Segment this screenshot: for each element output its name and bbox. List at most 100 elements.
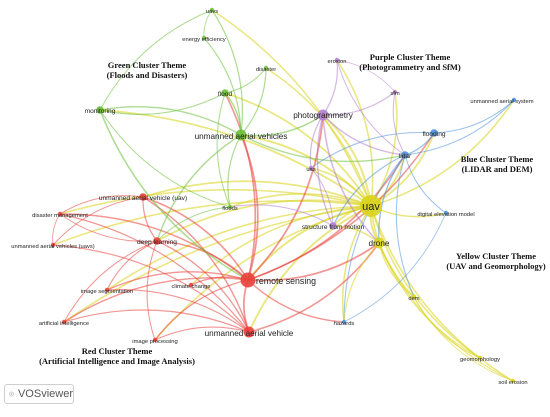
node-label-unmanned-aerial-system: unmanned aerial system — [470, 99, 533, 105]
node-flood[interactable] — [221, 89, 229, 97]
network-link — [310, 167, 334, 227]
network-link — [265, 67, 372, 207]
node-drone[interactable] — [373, 237, 385, 249]
node-label-energy-efficiency: energy efficiency — [182, 37, 225, 43]
network-link — [343, 242, 380, 323]
node-floods[interactable] — [227, 204, 233, 210]
network-link — [63, 309, 250, 333]
red-theme-caption: Red Cluster Theme (Artificial Intelligen… — [39, 346, 195, 366]
purple-theme-caption: Purple Cluster Theme (Photogrammetry and… — [359, 52, 461, 72]
green-theme-subtitle: (Floods and Disasters) — [107, 70, 188, 80]
yellow-theme-caption: Yellow Cluster Theme (UAV and Geomorphol… — [446, 251, 546, 271]
node-unmanned-aerial-vehicles[interactable] — [235, 129, 247, 141]
purple-theme-title: Purple Cluster Theme — [370, 52, 451, 62]
node-lidar[interactable] — [401, 151, 409, 159]
network-link — [106, 205, 372, 291]
node-deep-learning[interactable] — [153, 237, 161, 245]
node-structure-from-motion[interactable] — [329, 222, 337, 230]
node-label-disaster: disaster — [256, 67, 276, 73]
node-label-climate-change: climate change — [172, 284, 211, 290]
network-link — [203, 37, 242, 136]
network-link — [106, 288, 250, 333]
network-link — [378, 154, 406, 244]
node-energy-efficiency[interactable] — [201, 35, 207, 41]
network-link — [142, 196, 249, 281]
node-hazards[interactable] — [341, 319, 347, 325]
network-link — [106, 240, 158, 291]
network-link — [224, 92, 257, 281]
node-image-processing[interactable] — [152, 337, 158, 343]
network-link — [63, 240, 158, 323]
node-label-monitoring: monitoring — [85, 108, 116, 115]
node-sfm[interactable] — [392, 89, 398, 95]
network-link — [59, 189, 372, 215]
node-unmanned-aerial-vehicle-uav[interactable] — [139, 193, 147, 201]
network-link — [99, 106, 242, 136]
network-link — [378, 242, 415, 298]
red-theme-subtitle: (Artificial Intelligence and Image Analy… — [39, 356, 195, 366]
node-remote-sensing[interactable] — [240, 272, 256, 288]
network-link — [52, 200, 372, 246]
node-unmanned-aerial-vehicle[interactable] — [243, 326, 255, 338]
node-unmanned-aerial-vehicles-uavs[interactable] — [50, 242, 56, 248]
node-label-image-segmentation: image segmentation — [81, 289, 133, 295]
node-image-segmentation[interactable] — [104, 287, 110, 293]
node-uas[interactable] — [308, 165, 314, 171]
node-label-uav: uav — [362, 201, 380, 213]
network-link — [395, 154, 415, 298]
blue-theme-subtitle: (LIDAR and DEM) — [462, 164, 533, 174]
network-link — [99, 9, 213, 111]
node-label-uas: uas — [306, 167, 315, 173]
node-soil-erosion[interactable] — [510, 378, 516, 384]
network-link — [156, 134, 242, 242]
network-link — [59, 213, 158, 242]
node-flooding[interactable] — [430, 129, 438, 137]
network-link — [247, 154, 406, 281]
node-climate-change[interactable] — [188, 282, 194, 288]
node-photogrammetry[interactable] — [317, 109, 329, 121]
node-disaster-management[interactable] — [57, 211, 63, 217]
network-link — [211, 9, 372, 207]
node-disaster[interactable] — [263, 65, 269, 71]
node-geomorphology[interactable] — [477, 355, 483, 361]
network-link — [52, 196, 144, 246]
network-link — [370, 205, 415, 298]
network-link — [322, 59, 339, 116]
node-label-hazards: hazards — [334, 321, 355, 327]
node-artificial-intelligence[interactable] — [61, 319, 67, 325]
node-uavs[interactable] — [209, 7, 215, 13]
network-link — [227, 134, 242, 208]
network-link — [370, 205, 514, 382]
node-uav[interactable] — [360, 195, 382, 217]
node-label-disaster-management: disaster management — [32, 213, 88, 219]
network-link — [52, 213, 61, 246]
node-label-uavs: uavs — [206, 9, 218, 15]
node-label-dem: dem — [408, 296, 419, 302]
node-label-photogrammetry: photogrammetry — [293, 111, 354, 120]
network-link — [240, 114, 324, 137]
network-link — [99, 92, 226, 115]
network-link — [59, 195, 144, 215]
network-link — [154, 326, 250, 341]
node-digital-elevation-model[interactable] — [443, 210, 449, 216]
yellow-theme-subtitle: (UAV and Geomorphology) — [446, 261, 546, 271]
node-label-floods: floods — [222, 206, 238, 212]
node-label-drone: drone — [369, 239, 390, 248]
node-erosion[interactable] — [334, 57, 340, 63]
blue-theme-caption: Blue Cluster Theme (LIDAR and DEM) — [461, 154, 534, 174]
network-link — [336, 59, 406, 156]
network-link — [392, 91, 406, 156]
network-link — [247, 242, 380, 282]
network-link — [211, 9, 244, 136]
network-link — [154, 279, 249, 341]
vosviewer-label: VOSviewer — [17, 388, 73, 400]
network-link — [404, 154, 447, 214]
node-label-unmanned-aerial-vehicle: unmanned aerial vehicle — [205, 329, 294, 338]
network-link — [404, 99, 515, 156]
node-monitoring[interactable] — [96, 106, 104, 114]
node-dem[interactable] — [411, 294, 417, 300]
node-label-digital-elevation-model: digital elevation model — [417, 212, 474, 218]
green-theme-title: Green Cluster Theme — [108, 60, 187, 70]
node-label-unmanned-aerial-vehicles-uavs: unmanned aerial vehicles (uavs) — [11, 244, 95, 250]
node-unmanned-aerial-system[interactable] — [511, 97, 517, 103]
